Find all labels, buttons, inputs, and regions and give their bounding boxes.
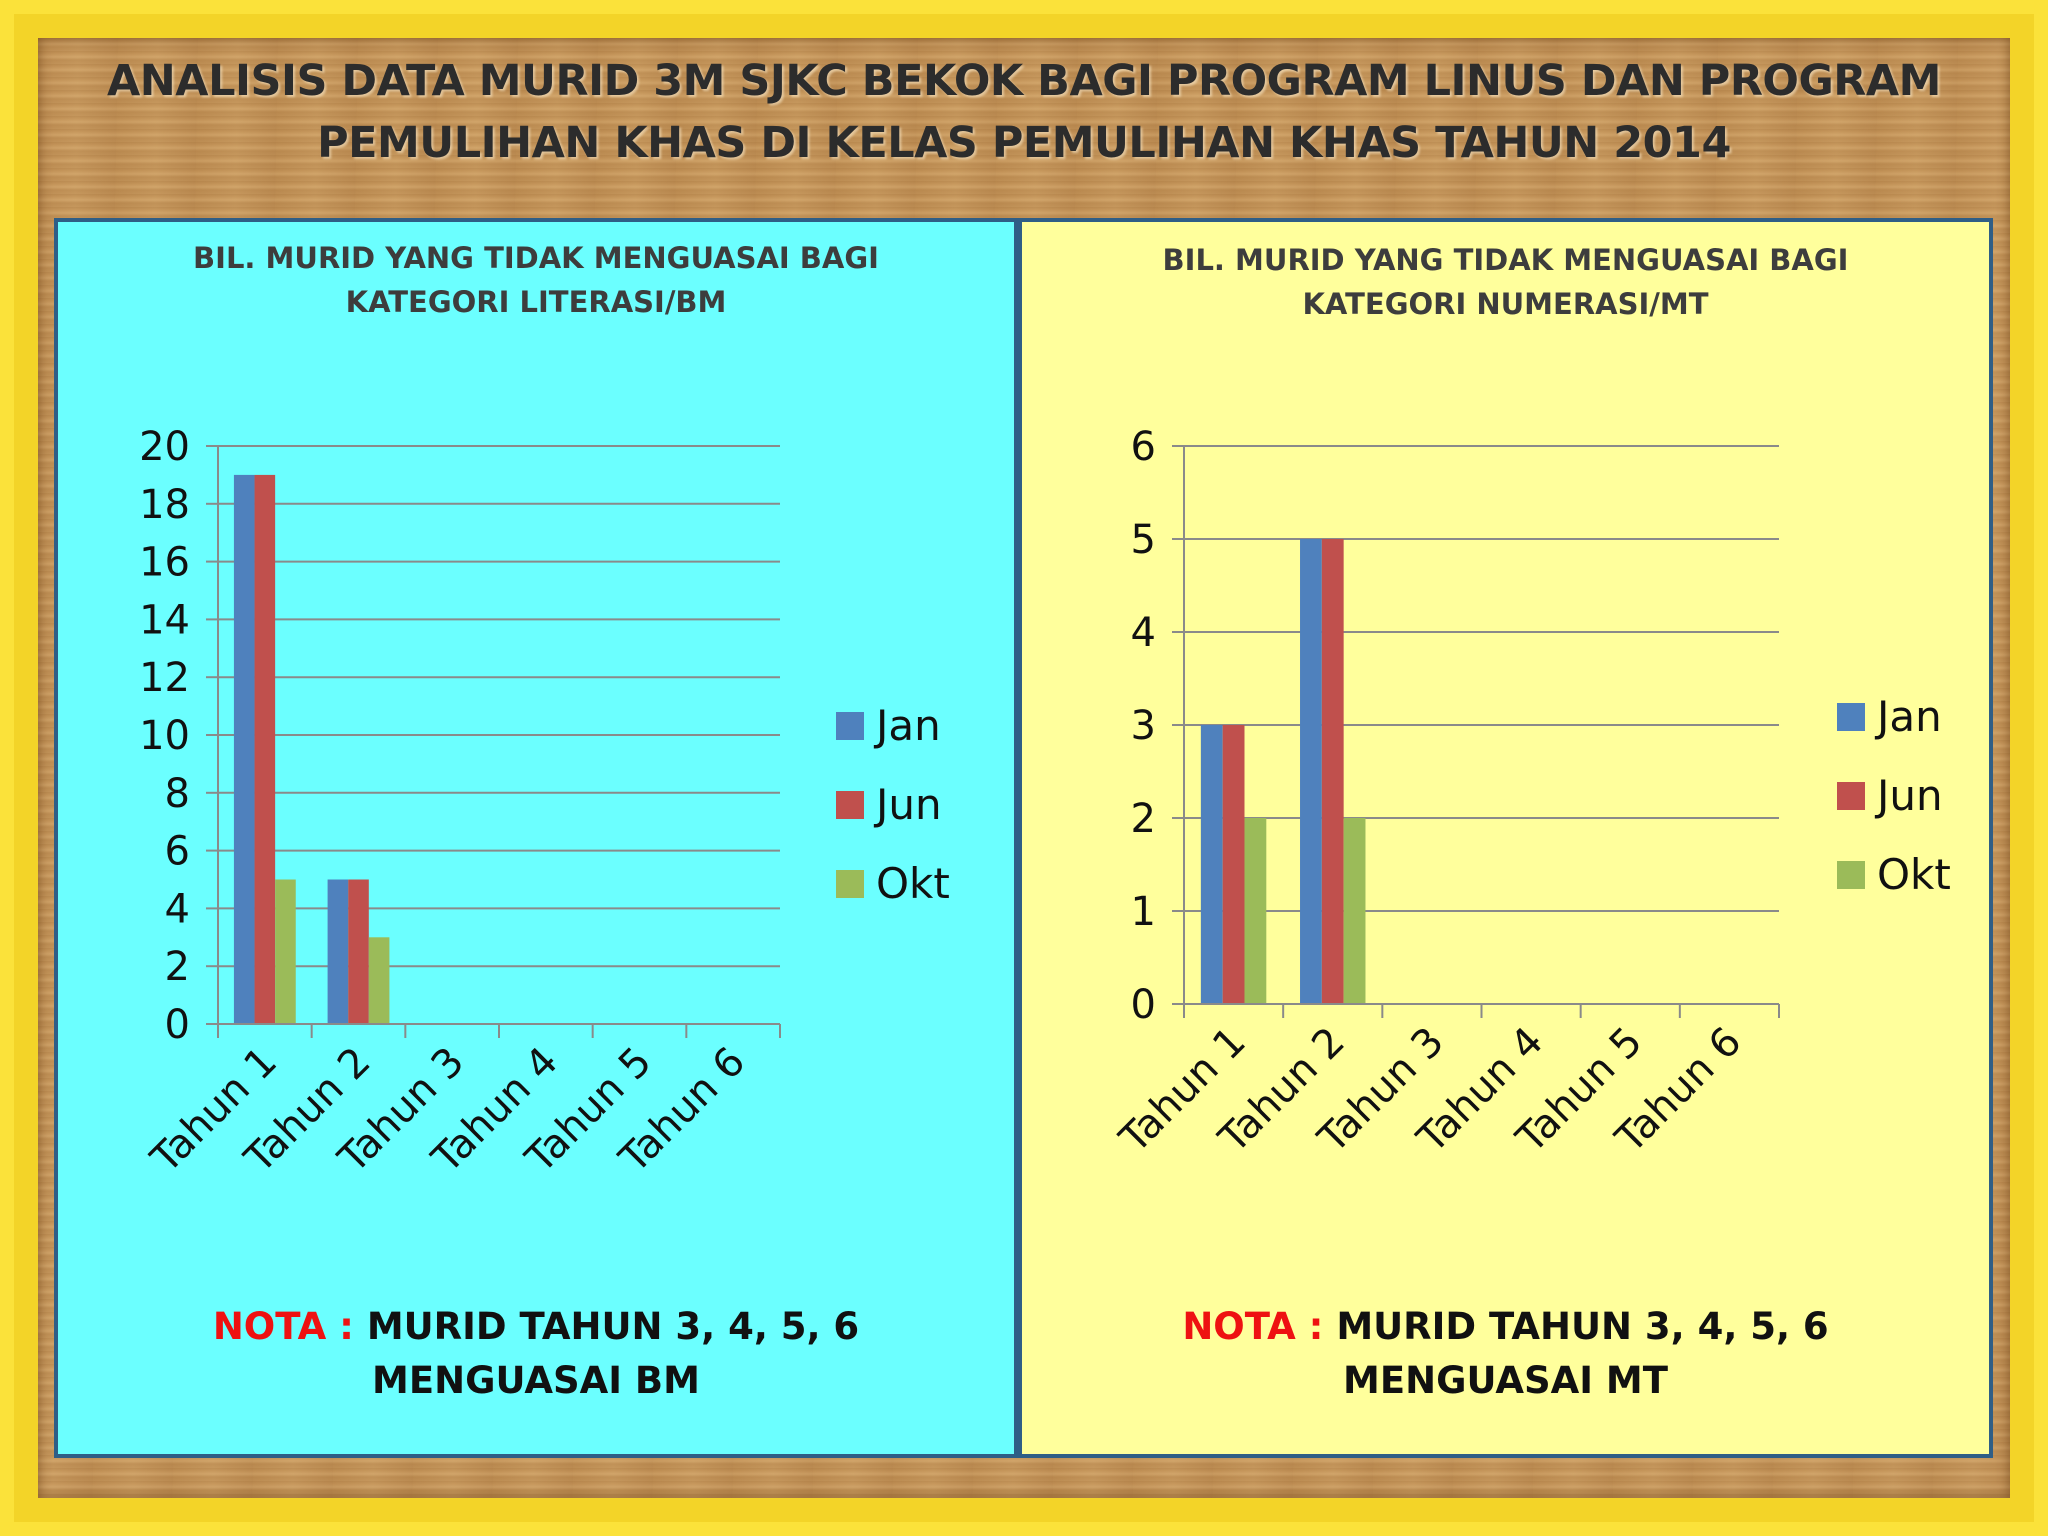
legend-label-okt: Okt — [1877, 850, 1951, 899]
legend-swatch-okt — [1837, 861, 1865, 889]
slide-title-line1: ANALISIS DATA MURID 3M SJKC BEKOK BAGI P… — [107, 56, 1941, 106]
legend-label-jun: Jun — [873, 780, 942, 829]
y-tick-label: 8 — [165, 771, 190, 817]
legend-swatch-jun — [1837, 782, 1865, 810]
numeracy-panel: BIL. MURID YANG TIDAK MENGUASAI BAGI KAT… — [1018, 218, 1993, 1458]
bar-jan — [1300, 539, 1322, 1004]
y-tick-label: 6 — [1131, 424, 1156, 470]
legend-swatch-jan — [1837, 703, 1865, 731]
literacy-panel: BIL. MURID YANG TIDAK MENGUASAI BAGI KAT… — [54, 218, 1018, 1458]
y-tick-label: 6 — [165, 829, 190, 875]
bar-okt — [368, 937, 390, 1024]
y-tick-label: 20 — [139, 424, 190, 470]
y-tick-label: 4 — [165, 886, 190, 932]
literacy-note-text2: MENGUASAI BM — [372, 1359, 700, 1402]
literacy-chart-title-line1: BIL. MURID YANG TIDAK MENGUASAI BAGI — [193, 241, 879, 275]
literacy-chart-title: BIL. MURID YANG TIDAK MENGUASAI BAGI KAT… — [58, 236, 1014, 324]
bar-jun — [1222, 725, 1245, 1004]
legend-label-okt: Okt — [876, 859, 950, 908]
y-tick-label: 2 — [165, 944, 190, 990]
bar-jun — [254, 474, 276, 1024]
numeracy-note-text1: MURID TAHUN 3, 4, 5, 6 — [1336, 1305, 1829, 1348]
numeracy-note-label: NOTA : — [1182, 1305, 1324, 1348]
bar-jun — [348, 879, 369, 1024]
numeracy-note-text2: MENGUASAI MT — [1343, 1359, 1668, 1402]
bar-okt — [1244, 818, 1267, 1004]
legend-label-jun: Jun — [1874, 771, 1943, 820]
y-tick-label: 3 — [1131, 703, 1156, 749]
literacy-note: NOTA : MURID TAHUN 3, 4, 5, 6 MENGUASAI … — [58, 1300, 1014, 1408]
legend-label-jan: Jan — [873, 701, 941, 750]
bar-jan — [233, 474, 255, 1024]
literacy-chart-title-line2: KATEGORI LITERASI/BM — [345, 285, 727, 319]
y-tick-label: 4 — [1131, 610, 1156, 656]
legend-swatch-jan — [836, 712, 864, 740]
legend-label-jan: Jan — [1874, 692, 1942, 741]
bar-jan — [327, 879, 349, 1024]
y-tick-label: 1 — [1131, 889, 1156, 935]
bar-jan — [1200, 725, 1223, 1004]
y-tick-label: 16 — [139, 540, 190, 586]
y-tick-label: 18 — [139, 482, 190, 528]
y-tick-label: 12 — [139, 655, 190, 701]
y-tick-label: 0 — [165, 1002, 190, 1048]
y-tick-label: 5 — [1131, 517, 1156, 563]
y-tick-label: 2 — [1131, 796, 1156, 842]
legend-swatch-jun — [836, 791, 864, 819]
legend-swatch-okt — [836, 870, 864, 898]
numeracy-note: NOTA : MURID TAHUN 3, 4, 5, 6 MENGUASAI … — [1022, 1300, 1989, 1408]
slide-title: ANALISIS DATA MURID 3M SJKC BEKOK BAGI P… — [60, 50, 1988, 174]
literacy-note-label: NOTA : — [212, 1305, 354, 1348]
numeracy-chart-title-line2: KATEGORI NUMERASI/MT — [1302, 287, 1709, 321]
slide-title-line2: PEMULIHAN KHAS DI KELAS PEMULIHAN KHAS T… — [317, 118, 1731, 168]
bar-okt — [275, 879, 296, 1024]
y-tick-label: 14 — [139, 597, 190, 643]
y-tick-label: 10 — [139, 713, 190, 759]
numeracy-chart-title: BIL. MURID YANG TIDAK MENGUASAI BAGI KAT… — [1022, 238, 1989, 326]
literacy-note-text1: MURID TAHUN 3, 4, 5, 6 — [366, 1305, 860, 1348]
bar-jun — [1321, 539, 1344, 1004]
bar-okt — [1343, 818, 1366, 1004]
numeracy-chart-title-line1: BIL. MURID YANG TIDAK MENGUASAI BAGI — [1162, 243, 1849, 277]
y-tick-label: 0 — [1131, 982, 1156, 1028]
